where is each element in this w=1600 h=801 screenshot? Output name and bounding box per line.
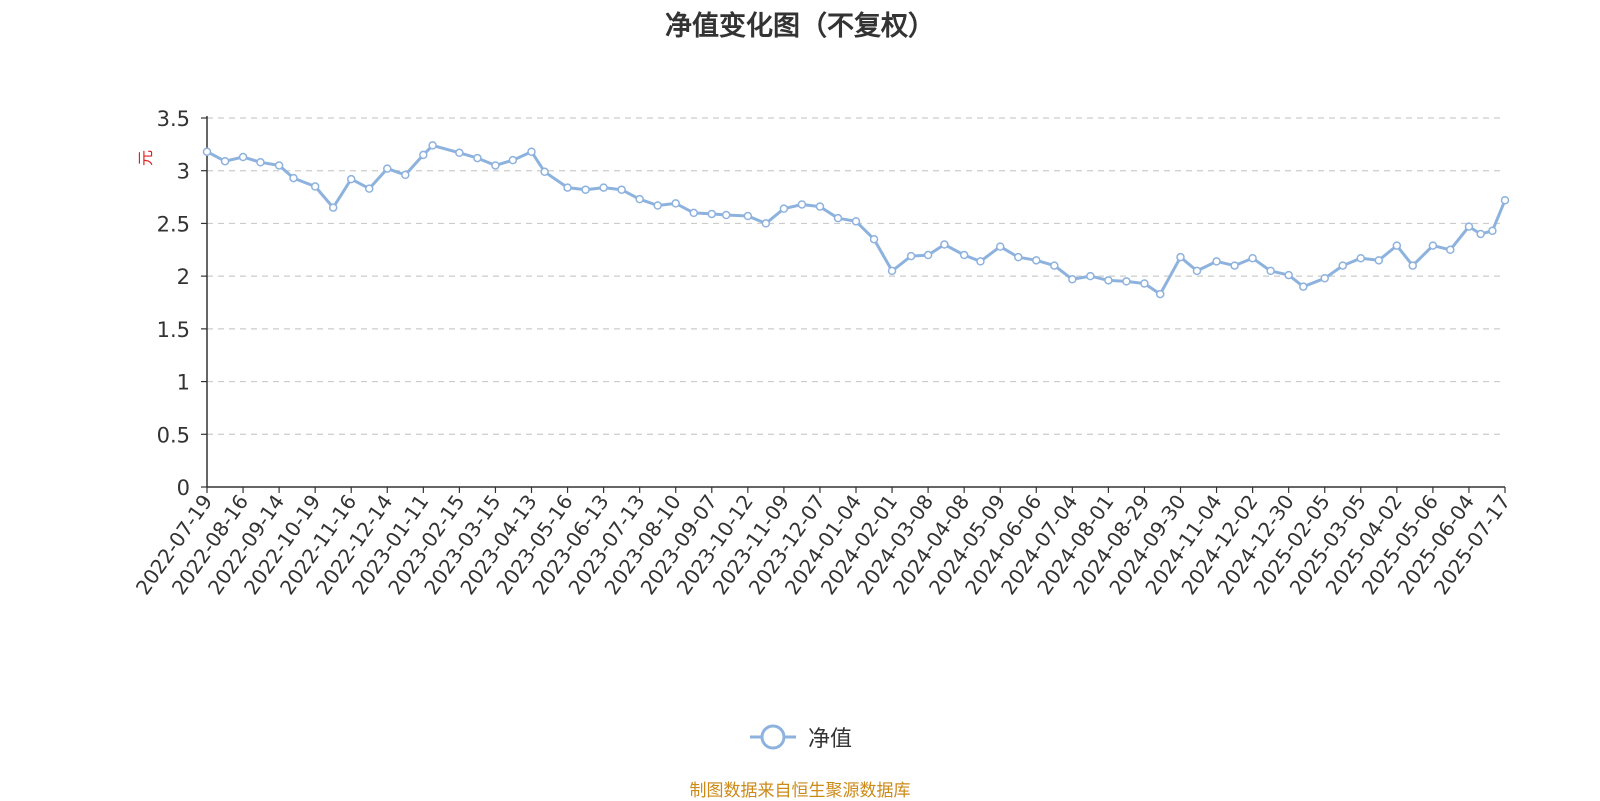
- data-point: [1488, 226, 1497, 236]
- data-point: [419, 150, 428, 160]
- data-point: [328, 203, 338, 212]
- data-point: [1284, 270, 1293, 280]
- data-point: [527, 147, 536, 156]
- y-tick-label: 1: [177, 371, 190, 395]
- data-point: [473, 153, 482, 163]
- data-point: [635, 194, 644, 204]
- data-point: [455, 148, 464, 158]
- data-point: [1086, 271, 1095, 281]
- data-point: [617, 185, 626, 194]
- data-point: [1476, 229, 1485, 239]
- data-point: [689, 208, 698, 218]
- data-point: [256, 158, 265, 167]
- y-tick-label: 2.5: [157, 212, 190, 236]
- data-point: [491, 161, 500, 170]
- data-point: [1500, 195, 1510, 205]
- data-point: [743, 211, 753, 221]
- data-point: [428, 141, 437, 150]
- data-point: [851, 217, 861, 226]
- data-point: [401, 170, 410, 180]
- data-point: [721, 210, 731, 220]
- legend-marker-icon: [749, 724, 796, 750]
- data-point: [779, 204, 789, 213]
- data-point: [1212, 257, 1221, 266]
- data-point: [1338, 261, 1347, 270]
- x-tick-labels: 2022-07-192022-08-162022-09-142022-10-19…: [131, 490, 1515, 599]
- data-point: [1192, 266, 1202, 276]
- data-point: [1230, 261, 1239, 270]
- y-tick-label: 3: [177, 160, 190, 184]
- data-point: [1320, 274, 1329, 283]
- data-point: [202, 147, 212, 156]
- data-point: [761, 219, 771, 228]
- data-point: [959, 250, 969, 260]
- data-point: [906, 251, 916, 261]
- data-point: [887, 266, 897, 276]
- y-tick-label: 1.5: [157, 318, 190, 342]
- data-point: [1068, 275, 1077, 284]
- data-point: [346, 174, 356, 184]
- data-point: [833, 213, 843, 223]
- data-point: [581, 185, 590, 194]
- source-note: 制图数据来自恒生聚源数据库: [689, 781, 911, 801]
- legend-label: 净值: [807, 727, 852, 752]
- data-point: [238, 152, 248, 162]
- data-point: [540, 167, 549, 177]
- y-tick-label: 0.5: [157, 423, 190, 447]
- data-point: [508, 155, 518, 165]
- data-point: [563, 183, 572, 192]
- data-point: [599, 183, 608, 192]
- data-point: [940, 240, 949, 249]
- grid-lines: [207, 117, 1500, 435]
- data-point: [310, 182, 320, 191]
- y-axis-label: 元: [136, 150, 155, 166]
- data-point: [289, 173, 298, 183]
- data-point: [1155, 289, 1165, 299]
- data-point: [995, 242, 1005, 251]
- data-point: [653, 201, 662, 210]
- data-point: [1140, 279, 1149, 288]
- data-point: [220, 156, 230, 166]
- data-point: [1248, 253, 1257, 263]
- y-tick-label: 2: [177, 265, 190, 289]
- data-point: [365, 184, 374, 193]
- chart-title: 净值变化图（不复权）: [665, 11, 935, 42]
- data-point: [869, 234, 879, 244]
- data-point: [1032, 256, 1041, 265]
- data-point: [671, 199, 680, 208]
- series-layer: [202, 141, 1510, 299]
- y-tick-labels: 0 0.5 1 1.5 2 2.5 3 3.5: [157, 107, 190, 500]
- data-point: [1374, 256, 1384, 265]
- y-tick-label: 3.5: [157, 107, 190, 131]
- data-point: [1464, 222, 1474, 231]
- legend[interactable]: 净值: [0, 722, 1600, 752]
- data-point: [1408, 261, 1417, 270]
- data-point: [1446, 245, 1455, 255]
- data-point: [976, 257, 985, 266]
- data-point: [1266, 266, 1275, 276]
- data-point: [1299, 282, 1308, 291]
- axes: [201, 116, 1506, 493]
- data-point: [1176, 252, 1185, 262]
- data-point: [274, 161, 284, 170]
- data-point: [1356, 253, 1366, 263]
- data-point: [1392, 241, 1402, 250]
- data-point: [1050, 261, 1059, 270]
- data-point: [1428, 241, 1438, 250]
- data-point: [1014, 252, 1023, 262]
- data-point: [383, 164, 392, 173]
- data-point: [707, 209, 717, 219]
- y-tick-label: 0: [177, 476, 190, 500]
- data-point: [815, 202, 825, 211]
- data-point: [1104, 276, 1113, 285]
- data-point: [1122, 277, 1131, 286]
- data-point: [797, 200, 807, 209]
- data-point: [923, 250, 933, 260]
